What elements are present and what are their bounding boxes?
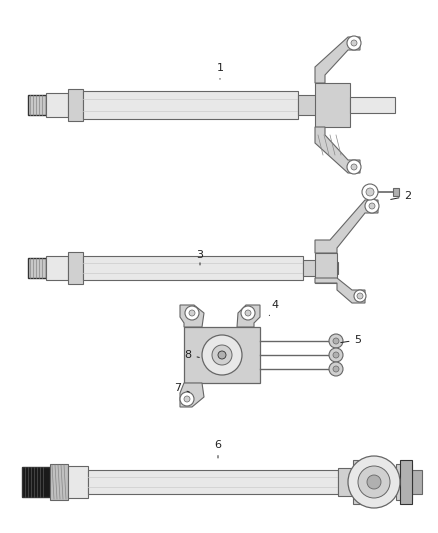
Bar [83, 256, 303, 280]
Polygon shape [315, 278, 365, 303]
Bar [350, 97, 395, 113]
Polygon shape [180, 383, 204, 407]
Circle shape [333, 338, 339, 344]
Circle shape [333, 352, 339, 358]
Bar [412, 470, 422, 494]
Circle shape [351, 164, 357, 170]
Bar [46, 93, 68, 117]
Bar [28, 95, 46, 115]
Bar [46, 256, 68, 280]
Text: 2: 2 [391, 191, 412, 201]
Bar [298, 95, 323, 115]
Circle shape [329, 362, 343, 376]
Text: 7: 7 [174, 383, 189, 393]
Polygon shape [180, 305, 204, 327]
Circle shape [185, 306, 199, 320]
Circle shape [357, 293, 363, 299]
Polygon shape [237, 305, 260, 327]
Circle shape [362, 184, 378, 200]
Circle shape [202, 335, 242, 375]
Bar [323, 262, 338, 274]
Circle shape [245, 310, 251, 316]
Bar [400, 460, 412, 504]
Bar [303, 260, 323, 276]
Circle shape [347, 36, 361, 50]
Bar [88, 470, 338, 494]
Circle shape [348, 456, 400, 508]
Circle shape [218, 351, 226, 359]
Bar [315, 253, 337, 283]
Bar [28, 258, 46, 278]
Circle shape [212, 345, 232, 365]
Bar [83, 91, 298, 119]
Text: 8: 8 [184, 350, 199, 360]
Bar [50, 464, 68, 500]
Text: 3: 3 [197, 250, 204, 265]
Bar [68, 466, 88, 498]
Polygon shape [315, 200, 378, 253]
Circle shape [347, 160, 361, 174]
Circle shape [366, 188, 374, 196]
Text: 6: 6 [215, 440, 222, 458]
Circle shape [241, 306, 255, 320]
Circle shape [180, 392, 194, 406]
Bar [68, 252, 83, 284]
Bar [396, 464, 412, 500]
Circle shape [354, 290, 366, 302]
Bar [22, 467, 50, 497]
Circle shape [358, 466, 390, 498]
Circle shape [329, 348, 343, 362]
Bar [184, 327, 260, 383]
Text: 4: 4 [269, 300, 279, 316]
Circle shape [329, 334, 343, 348]
Circle shape [365, 199, 379, 213]
Circle shape [367, 475, 381, 489]
Polygon shape [315, 127, 360, 173]
Bar [338, 468, 353, 496]
Bar [393, 188, 399, 196]
Bar [315, 83, 350, 127]
Text: 5: 5 [341, 335, 361, 345]
Circle shape [333, 366, 339, 372]
Circle shape [369, 203, 375, 209]
Bar [353, 460, 381, 504]
Polygon shape [315, 37, 360, 83]
Bar [68, 89, 83, 121]
Circle shape [189, 310, 195, 316]
Text: 1: 1 [216, 63, 223, 79]
Circle shape [351, 40, 357, 46]
Circle shape [184, 396, 190, 402]
